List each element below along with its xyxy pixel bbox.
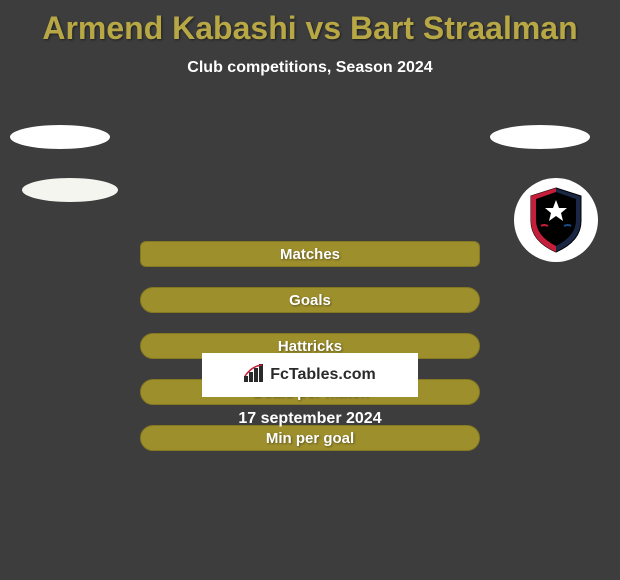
stat-bar: Goals: [140, 287, 480, 313]
stat-bar: Matches: [140, 241, 480, 267]
stat-label: Hattricks: [278, 338, 342, 355]
stat-bar: Min per goal: [140, 425, 480, 451]
page-title: Armend Kabashi vs Bart Straalman: [0, 0, 620, 47]
stat-label: Goals: [289, 292, 331, 309]
stat-label: Matches: [280, 246, 340, 263]
right-blob-1: [490, 125, 590, 149]
stat-label: Min per goal: [266, 430, 354, 447]
stat-row: 2Matches: [0, 241, 620, 287]
chart-bars-icon: [244, 364, 266, 387]
stat-row: Min per goal: [0, 425, 620, 471]
stat-row: Goals: [0, 287, 620, 333]
fctables-text: FcTables.com: [270, 366, 376, 384]
fctables-attribution: FcTables.com: [202, 353, 418, 397]
date-label: 17 september 2024: [0, 410, 620, 428]
page-subtitle: Club competitions, Season 2024: [0, 59, 620, 77]
left-blob-2: [22, 178, 118, 202]
left-blob-1: [10, 125, 110, 149]
